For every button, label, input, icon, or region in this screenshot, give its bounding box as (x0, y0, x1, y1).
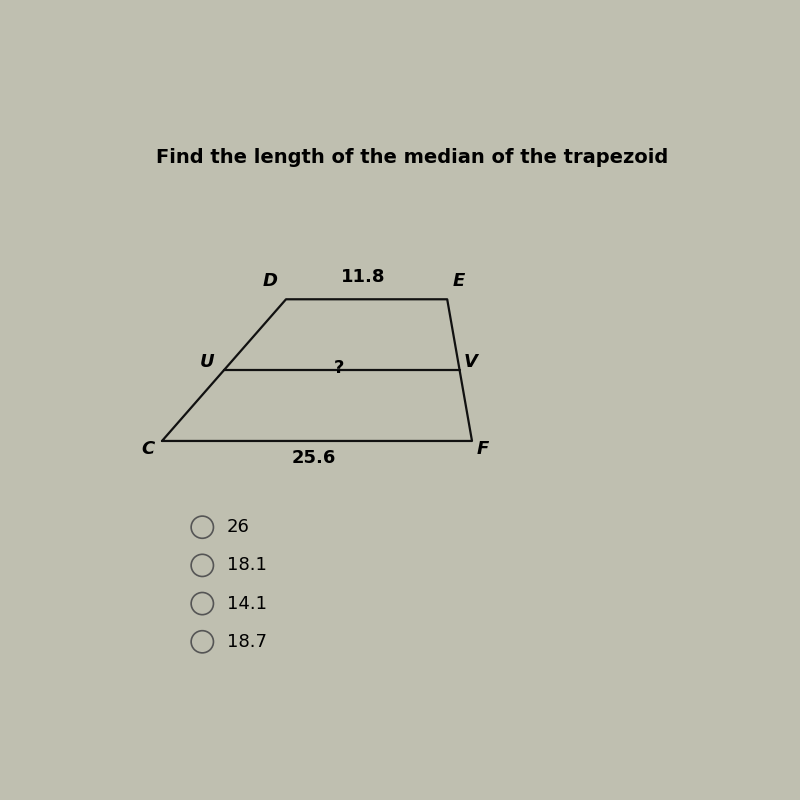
Text: 26: 26 (227, 518, 250, 536)
Text: Find the length of the median of the trapezoid: Find the length of the median of the tra… (156, 148, 668, 167)
Text: F: F (477, 440, 490, 458)
Text: 25.6: 25.6 (292, 450, 336, 467)
Text: U: U (199, 353, 214, 371)
Text: 18.1: 18.1 (227, 556, 267, 574)
Text: V: V (464, 353, 478, 371)
Text: ?: ? (334, 359, 344, 378)
Text: 11.8: 11.8 (342, 268, 386, 286)
Text: C: C (142, 440, 155, 458)
Text: E: E (452, 272, 465, 290)
Text: D: D (263, 272, 278, 290)
Text: 14.1: 14.1 (227, 594, 267, 613)
Text: 18.7: 18.7 (227, 633, 267, 650)
